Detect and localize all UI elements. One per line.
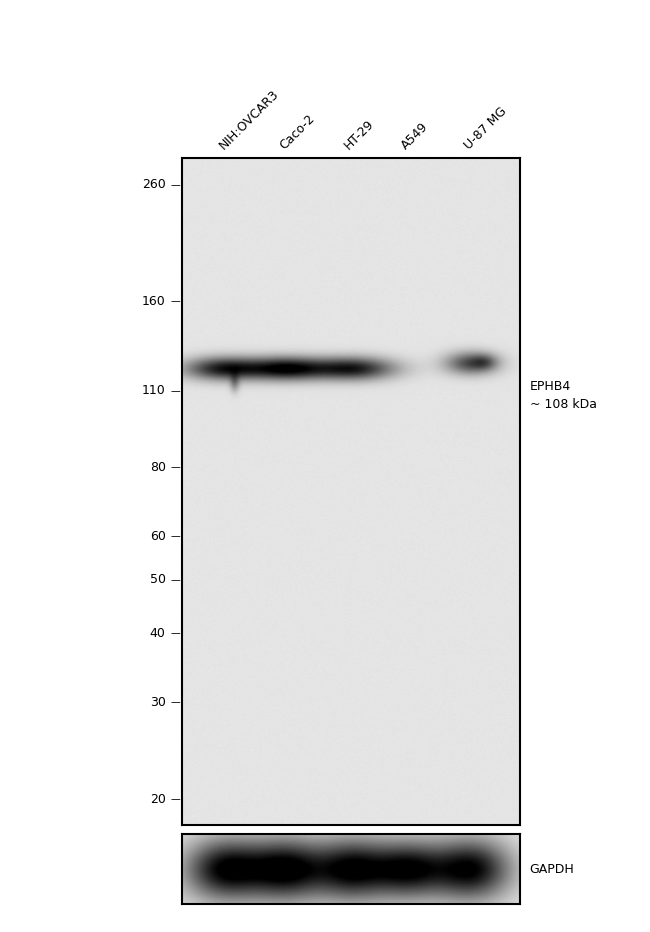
Text: 40: 40: [150, 627, 166, 640]
Text: —: —: [171, 386, 181, 396]
Text: 110: 110: [142, 384, 166, 397]
Text: NIH:OVCAR3: NIH:OVCAR3: [216, 87, 281, 152]
Text: A549: A549: [399, 120, 431, 152]
Text: —: —: [171, 462, 181, 473]
Text: GAPDH: GAPDH: [530, 863, 575, 875]
Text: U-87 MG: U-87 MG: [462, 104, 509, 152]
Text: 80: 80: [150, 460, 166, 473]
Text: —: —: [171, 697, 181, 707]
Text: —: —: [171, 531, 181, 541]
Text: —: —: [171, 795, 181, 804]
Text: 60: 60: [150, 529, 166, 542]
Text: —: —: [171, 296, 181, 306]
Text: —: —: [171, 575, 181, 585]
Text: 160: 160: [142, 295, 166, 308]
Text: —: —: [171, 628, 181, 638]
Text: 30: 30: [150, 696, 166, 709]
Text: Caco-2: Caco-2: [278, 112, 318, 152]
Text: 260: 260: [142, 178, 166, 191]
Text: —: —: [171, 180, 181, 189]
Text: HT-29: HT-29: [342, 117, 376, 152]
Text: 50: 50: [150, 573, 166, 586]
Text: 20: 20: [150, 793, 166, 806]
Text: EPHB4
~ 108 kDa: EPHB4 ~ 108 kDa: [530, 379, 597, 411]
